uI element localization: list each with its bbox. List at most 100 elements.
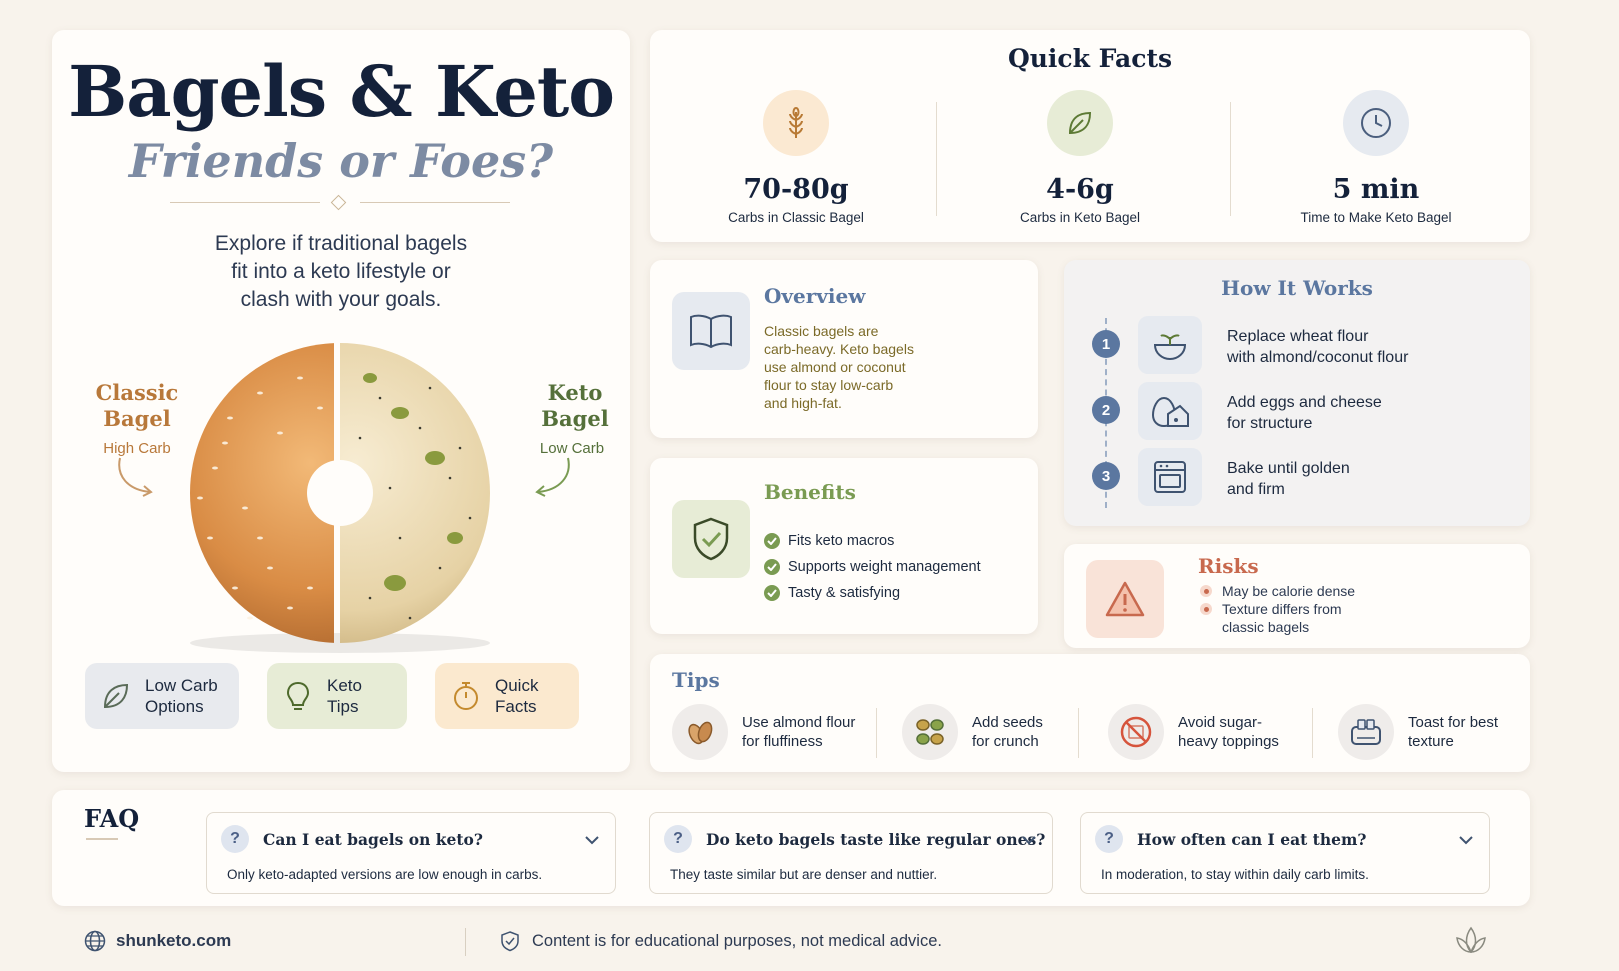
- faq-question: ? Do keto bagels taste like regular ones…: [664, 825, 1045, 853]
- faq-item[interactable]: ? Can I eat bagels on keto? Only keto-ad…: [206, 812, 616, 894]
- shield-check-icon: [672, 500, 750, 578]
- fact-make-time: 5 min Time to Make Keto Bagel: [1266, 90, 1486, 225]
- list-item: Texture differs from classic bagels: [1200, 600, 1355, 636]
- faq-question-text: How often can I eat them?: [1137, 829, 1367, 849]
- footer: shunketo.com Content is for educational …: [52, 918, 1530, 968]
- list-item: Supports weight management: [764, 554, 981, 580]
- how-it-works-title: How It Works: [1221, 276, 1373, 300]
- faq-answer: Only keto-adapted versions are low enoug…: [227, 867, 543, 882]
- bowl-icon: [1138, 316, 1202, 374]
- book-icon: [672, 292, 750, 370]
- leaf-icon: [1047, 90, 1113, 156]
- globe-icon: [84, 930, 106, 952]
- wheat-icon: [763, 90, 829, 156]
- benefit-text: Supports weight management: [788, 559, 981, 575]
- oven-icon: [1138, 448, 1202, 506]
- divider: [876, 708, 877, 758]
- fact-label: Time to Make Keto Bagel: [1300, 210, 1452, 225]
- tip-item: Toast for best texture: [1338, 704, 1498, 760]
- lotus-leaf-icon: [1456, 926, 1486, 954]
- faq-title: FAQ: [84, 804, 140, 833]
- question-mark-icon: ?: [1095, 825, 1123, 853]
- tip-text: Avoid sugar- heavy toppings: [1178, 714, 1279, 750]
- ornament-divider: [170, 194, 510, 211]
- risks-list: May be calorie dense Texture differs fro…: [1200, 582, 1355, 636]
- divider: [936, 102, 937, 216]
- divider: [1230, 102, 1231, 216]
- faq-answer: In moderation, to stay within daily carb…: [1101, 867, 1369, 882]
- tip-item: Add seeds for crunch: [902, 704, 1043, 760]
- question-mark-icon: ?: [221, 825, 249, 853]
- bagel-illustration: [170, 338, 510, 658]
- list-item: Tasty & satisfying: [764, 580, 981, 606]
- risk-text: May be calorie dense: [1222, 583, 1356, 599]
- faq-question-text: Can I eat bagels on keto?: [263, 829, 483, 849]
- faq-item[interactable]: ? How often can I eat them? In moderatio…: [1080, 812, 1490, 894]
- no-sugar-icon: [1108, 704, 1164, 760]
- step-text: Bake until golden and firm: [1227, 460, 1350, 498]
- list-item: Fits keto macros: [764, 528, 981, 554]
- page-title: Bagels & Keto: [68, 50, 615, 133]
- risks-title: Risks: [1198, 554, 1259, 578]
- pill-label: Low Carb Options: [145, 676, 218, 716]
- fact-label: Carbs in Classic Bagel: [728, 210, 864, 225]
- pill-label: Keto Tips: [327, 676, 362, 716]
- keto-bagel-label: Keto Bagel: [541, 380, 609, 431]
- quick-facts-button[interactable]: Quick Facts: [435, 663, 579, 729]
- quick-facts-card: Quick Facts 70-80g Carbs in Classic Bage…: [650, 30, 1530, 242]
- disclaimer: Content is for educational purposes, not…: [500, 930, 942, 952]
- faq-question-text: Do keto bagels taste like regular ones?: [706, 829, 1046, 849]
- tip-item: Use almond flour for fluffiness: [672, 704, 855, 760]
- fact-keto-carbs: 4-6g Carbs in Keto Bagel: [970, 90, 1190, 225]
- title-underline: [86, 838, 118, 840]
- divider: [1312, 708, 1313, 758]
- lightbulb-icon: [286, 681, 310, 710]
- classic-bagel-label: Classic Bagel: [95, 380, 179, 431]
- divider: [1078, 708, 1079, 758]
- bullet-icon: [1200, 585, 1212, 597]
- risk-text: Texture differs from classic bagels: [1222, 601, 1342, 635]
- chevron-down-icon[interactable]: [585, 835, 599, 845]
- fact-classic-carbs: 70-80g Carbs in Classic Bagel: [686, 90, 906, 225]
- risks-card: Risks May be calorie dense Texture diffe…: [1064, 544, 1530, 648]
- page-subtitle: Friends or Foes?: [128, 134, 554, 188]
- clock-icon: [1343, 90, 1409, 156]
- hero-description: Explore if traditional bagels fit into a…: [214, 232, 468, 311]
- site-link[interactable]: shunketo.com: [84, 930, 231, 952]
- check-icon: [764, 585, 780, 601]
- curved-arrow-icon: [118, 457, 153, 497]
- toaster-icon: [1338, 704, 1394, 760]
- fact-value: 5 min: [1332, 174, 1420, 205]
- leaf-icon: [103, 683, 129, 709]
- question-mark-icon: ?: [664, 825, 692, 853]
- faq-question: ? Can I eat bagels on keto?: [221, 825, 483, 853]
- step-number: 1: [1092, 330, 1120, 358]
- stopwatch-icon: [454, 682, 478, 710]
- benefit-text: Fits keto macros: [788, 533, 895, 549]
- overview-title: Overview: [764, 284, 866, 308]
- low-carb-options-button[interactable]: Low Carb Options: [85, 663, 239, 729]
- chevron-down-icon[interactable]: [1459, 835, 1473, 845]
- disclaimer-text: Content is for educational purposes, not…: [532, 931, 942, 950]
- quick-facts-title: Quick Facts: [1007, 44, 1173, 73]
- chevron-down-icon[interactable]: [1022, 835, 1036, 845]
- check-icon: [764, 533, 780, 549]
- keto-bagel-sublabel: Low Carb: [539, 440, 605, 457]
- shield-check-icon: [501, 931, 519, 952]
- benefits-card: Benefits Fits keto macros Supports weigh…: [650, 458, 1038, 634]
- list-item: May be calorie dense: [1200, 582, 1355, 600]
- step-text: Replace wheat flour with almond/coconut …: [1227, 328, 1409, 366]
- benefit-text: Tasty & satisfying: [788, 585, 901, 601]
- faq-item[interactable]: ? Do keto bagels taste like regular ones…: [649, 812, 1053, 894]
- seeds-icon: [902, 704, 958, 760]
- tip-text: Add seeds for crunch: [972, 714, 1043, 750]
- pill-label: Quick Facts: [495, 676, 539, 716]
- step-text: Add eggs and cheese for structure: [1227, 394, 1382, 432]
- curved-arrow-icon: [535, 457, 570, 497]
- overview-card: Overview Classic bagels are carb-heavy. …: [650, 260, 1038, 438]
- keto-tips-button[interactable]: Keto Tips: [267, 663, 407, 729]
- benefits-list: Fits keto macros Supports weight managem…: [764, 528, 981, 606]
- tip-text: Toast for best texture: [1408, 714, 1499, 750]
- overview-text: Classic bagels are carb-heavy. Keto bage…: [764, 323, 914, 411]
- tips-card: Tips Use almond flour for fluffiness Add…: [650, 654, 1530, 772]
